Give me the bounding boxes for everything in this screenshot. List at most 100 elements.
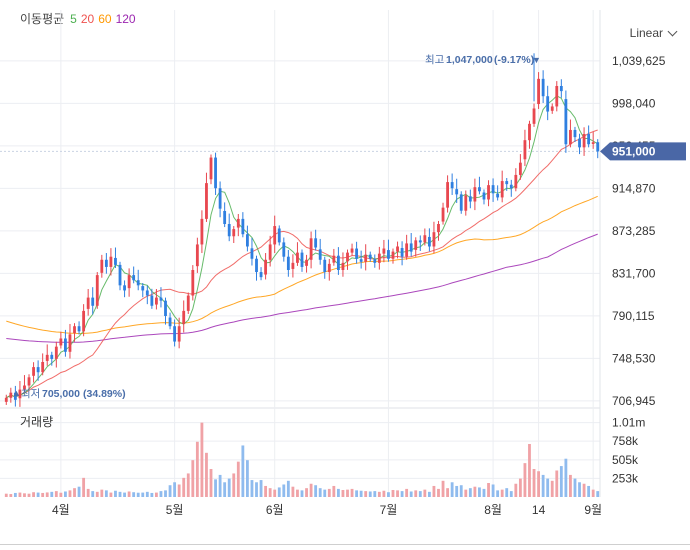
legend-ma20[interactable]: 20 (80, 11, 95, 26)
candle-body (418, 240, 422, 243)
price-tick-label: 914,870 (612, 181, 656, 195)
candle-body (173, 326, 177, 342)
candles (4, 53, 600, 407)
high-annotation: 최고 1,047,000 (-9.17%) ▼ (425, 54, 541, 66)
candle-body (555, 86, 559, 107)
candle-body (528, 123, 531, 141)
volume-bar (587, 485, 591, 497)
volume-bar (141, 492, 145, 497)
volume-bar (496, 490, 500, 497)
volume-bar (309, 483, 313, 497)
volume-bar (205, 452, 208, 497)
candle-body (186, 295, 190, 311)
candle-body (282, 242, 286, 257)
volume-bar (132, 492, 136, 497)
candle-body (141, 286, 145, 291)
price-tick-label: 831,700 (612, 266, 656, 280)
volume-bar (64, 491, 67, 497)
candle-body (218, 188, 222, 209)
volume-bar (518, 478, 522, 497)
axes: 1,039,625998,040956,455914,870873,285831… (52, 54, 666, 517)
volume-bar (95, 491, 99, 497)
volume-bar (318, 488, 322, 497)
candle-body (159, 297, 163, 301)
volume-bar (273, 489, 277, 497)
volume-bars (4, 422, 600, 497)
candle-body (232, 229, 236, 237)
candle-body (468, 196, 472, 202)
candle-body (200, 218, 204, 245)
candle-body (91, 297, 95, 306)
volume-bar (182, 477, 186, 497)
candle-body (596, 142, 600, 152)
high-value: 1,047,000 (446, 54, 493, 66)
volume-bar (264, 485, 268, 497)
candle-body (77, 326, 81, 332)
volume-bar (118, 491, 122, 497)
candle-body (441, 207, 445, 222)
volume-bar (532, 469, 536, 497)
volume-bar (505, 488, 509, 497)
volume-bar (50, 491, 54, 497)
candle-body (409, 243, 413, 252)
volume-bar (232, 473, 236, 497)
candle-body (318, 249, 322, 260)
volume-tick-label: 1.01m (612, 416, 645, 430)
volume-bar (145, 491, 149, 497)
volume-bar (559, 466, 563, 497)
volume-bar (282, 484, 286, 497)
volume-bar (459, 485, 463, 497)
legend-ma120[interactable]: 120 (115, 11, 136, 26)
volume-bar (314, 485, 318, 497)
candle-body (36, 367, 40, 373)
volume-bar (332, 485, 336, 497)
volume-bar (350, 488, 354, 497)
volume-bar (9, 494, 13, 497)
scale-selector[interactable]: Linear (630, 26, 678, 40)
x-tick-label: 5월 (166, 503, 184, 517)
candle-body (86, 297, 90, 309)
volume-bar (168, 485, 172, 497)
price-tick-label: 873,285 (612, 224, 656, 238)
legend-ma60[interactable]: 60 (98, 11, 112, 26)
candle-body (191, 270, 195, 296)
volume-bar (236, 461, 240, 497)
candle-body (427, 236, 431, 247)
candle-body (350, 248, 354, 253)
volume-bar (241, 445, 245, 497)
volume-bar (100, 489, 104, 497)
volume-bar (150, 492, 154, 497)
volume-bar (200, 422, 204, 497)
volume-bar (323, 489, 327, 497)
candle-body (245, 234, 249, 247)
candle-body (582, 134, 586, 148)
moving-average-lines (6, 95, 598, 399)
low-arrow-icon: ▲ (12, 388, 21, 398)
volume-bar (441, 480, 445, 497)
volume-tick-label: 505k (612, 453, 639, 467)
volume-bar (68, 490, 72, 497)
volume-bar (341, 490, 345, 497)
volume-bar (45, 492, 49, 497)
current-price-tag: 951,000 (600, 142, 686, 161)
volume-bar (478, 487, 481, 497)
candle-body (496, 193, 500, 198)
legend-ma5[interactable]: 5 (70, 11, 77, 26)
candle-body (400, 248, 404, 257)
volume-bar (209, 469, 213, 497)
volume-bar (523, 463, 527, 497)
volume-bar (305, 488, 308, 497)
candle-body (323, 259, 327, 273)
volume-bar (18, 492, 22, 497)
candle-body (127, 275, 131, 289)
volume-bar (296, 489, 299, 497)
volume-bar (509, 491, 513, 497)
volume-bar (277, 487, 281, 497)
volume-bar (582, 483, 586, 497)
candle-body (123, 285, 126, 291)
volume-bar (514, 483, 518, 497)
x-tick-label: 9월 (584, 503, 602, 517)
volume-bar (250, 480, 254, 497)
candle-body (537, 78, 540, 105)
